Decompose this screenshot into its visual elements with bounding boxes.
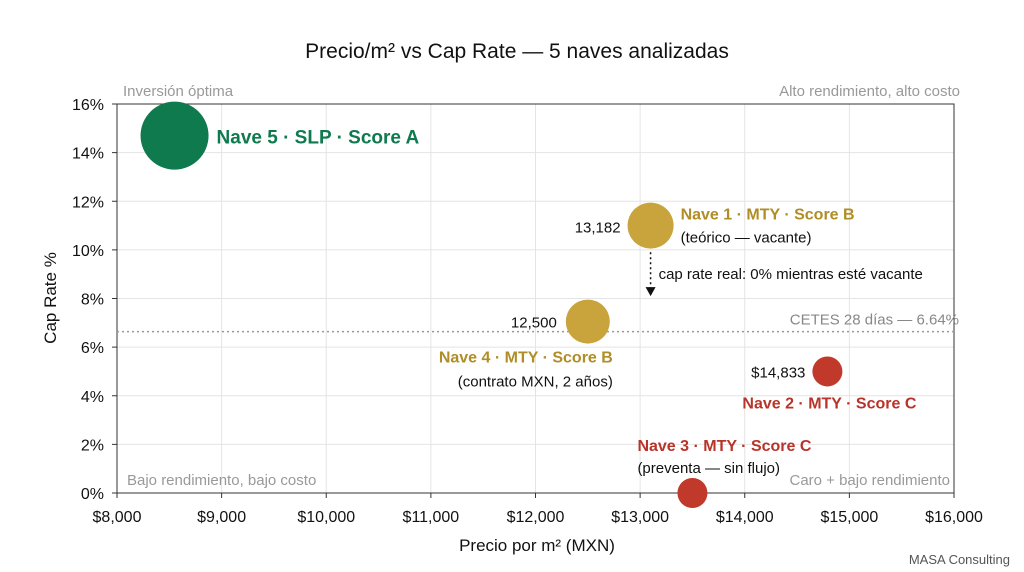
point-label-nave2: Nave 2 · MTY · Score C (742, 395, 916, 412)
x-tick-label: $10,000 (297, 509, 355, 526)
point-value-label-nave2: $14,833 (751, 364, 805, 381)
point-nave4 (565, 299, 610, 344)
point-label-nave5: Nave 5 · SLP · Score A (217, 128, 420, 149)
x-tick-label: $16,000 (925, 509, 983, 526)
x-tick-label: $13,000 (611, 509, 669, 526)
reference-line-group: CETES 28 días — 6.64% (117, 312, 959, 333)
y-tick-label: 2% (81, 437, 104, 454)
annotation-group: cap rate real: 0% mientras esté vacante (645, 252, 923, 297)
point-nave5 (140, 101, 209, 170)
point-nave2 (812, 356, 843, 387)
quadrant-label-top-left: Inversión óptima (123, 83, 234, 100)
y-tick-label: 12% (72, 194, 104, 211)
footer-credit: MASA Consulting (909, 552, 1010, 567)
point-sublabel-nave4: (contrato MXN, 2 años) (458, 374, 613, 391)
point-sublabel-nave1: (teórico — vacante) (681, 230, 812, 247)
point-label-nave4: Nave 4 · MTY · Score B (439, 350, 613, 367)
x-tick-label: $11,000 (403, 509, 460, 526)
y-tick-label: 8% (81, 292, 104, 309)
point-labels: Nave 5 · SLP · Score A Nave 1 · MTY · Sco… (217, 128, 917, 477)
x-tick-label: $15,000 (820, 509, 878, 526)
grid (116, 103, 955, 494)
y-tick-label: 4% (81, 389, 104, 406)
y-tick-label: 6% (81, 340, 104, 357)
x-tick-label: $8,000 (93, 509, 142, 526)
axes: $8,000 $9,000 $10,000 $11,000 $12,000 $13,000… (72, 97, 983, 526)
annotation-text: cap rate real: 0% mientras esté vacante (659, 266, 923, 283)
point-sublabel-nave3: (preventa — sin flujo) (637, 460, 780, 477)
quadrant-label-top-right: Alto rendimiento, alto costo (779, 83, 960, 100)
quadrant-label-bottom-left: Bajo rendimiento, bajo costo (127, 472, 316, 489)
x-tick-label: $14,000 (716, 509, 774, 526)
x-tick-label: $9,000 (197, 509, 246, 526)
y-axis-label: Cap Rate % (41, 252, 60, 344)
point-value-label-nave1: 13,182 (575, 220, 621, 237)
x-tick-label: $12,000 (507, 509, 565, 526)
points (140, 101, 843, 508)
point-nave3 (677, 478, 708, 508)
annotation-arrow-head (645, 287, 656, 297)
point-nave1 (627, 202, 674, 249)
quadrant-label-bottom-right: Caro + bajo rendimiento (789, 472, 950, 489)
x-axis-label: Precio por m² (MXN) (459, 536, 615, 555)
chart-title: Precio/m² vs Cap Rate — 5 naves analizad… (305, 40, 729, 63)
y-tick-label: 10% (72, 243, 104, 260)
y-tick-label: 14% (72, 146, 104, 163)
y-tick-label: 16% (72, 97, 104, 114)
point-label-nave3: Nave 3 · MTY · Score C (637, 438, 811, 455)
y-tick-label: 0% (81, 486, 104, 503)
point-value-label-nave4: 12,500 (511, 315, 557, 332)
reference-line-label: CETES 28 días — 6.64% (790, 312, 959, 329)
point-label-nave1: Nave 1 · MTY · Score B (681, 207, 855, 224)
